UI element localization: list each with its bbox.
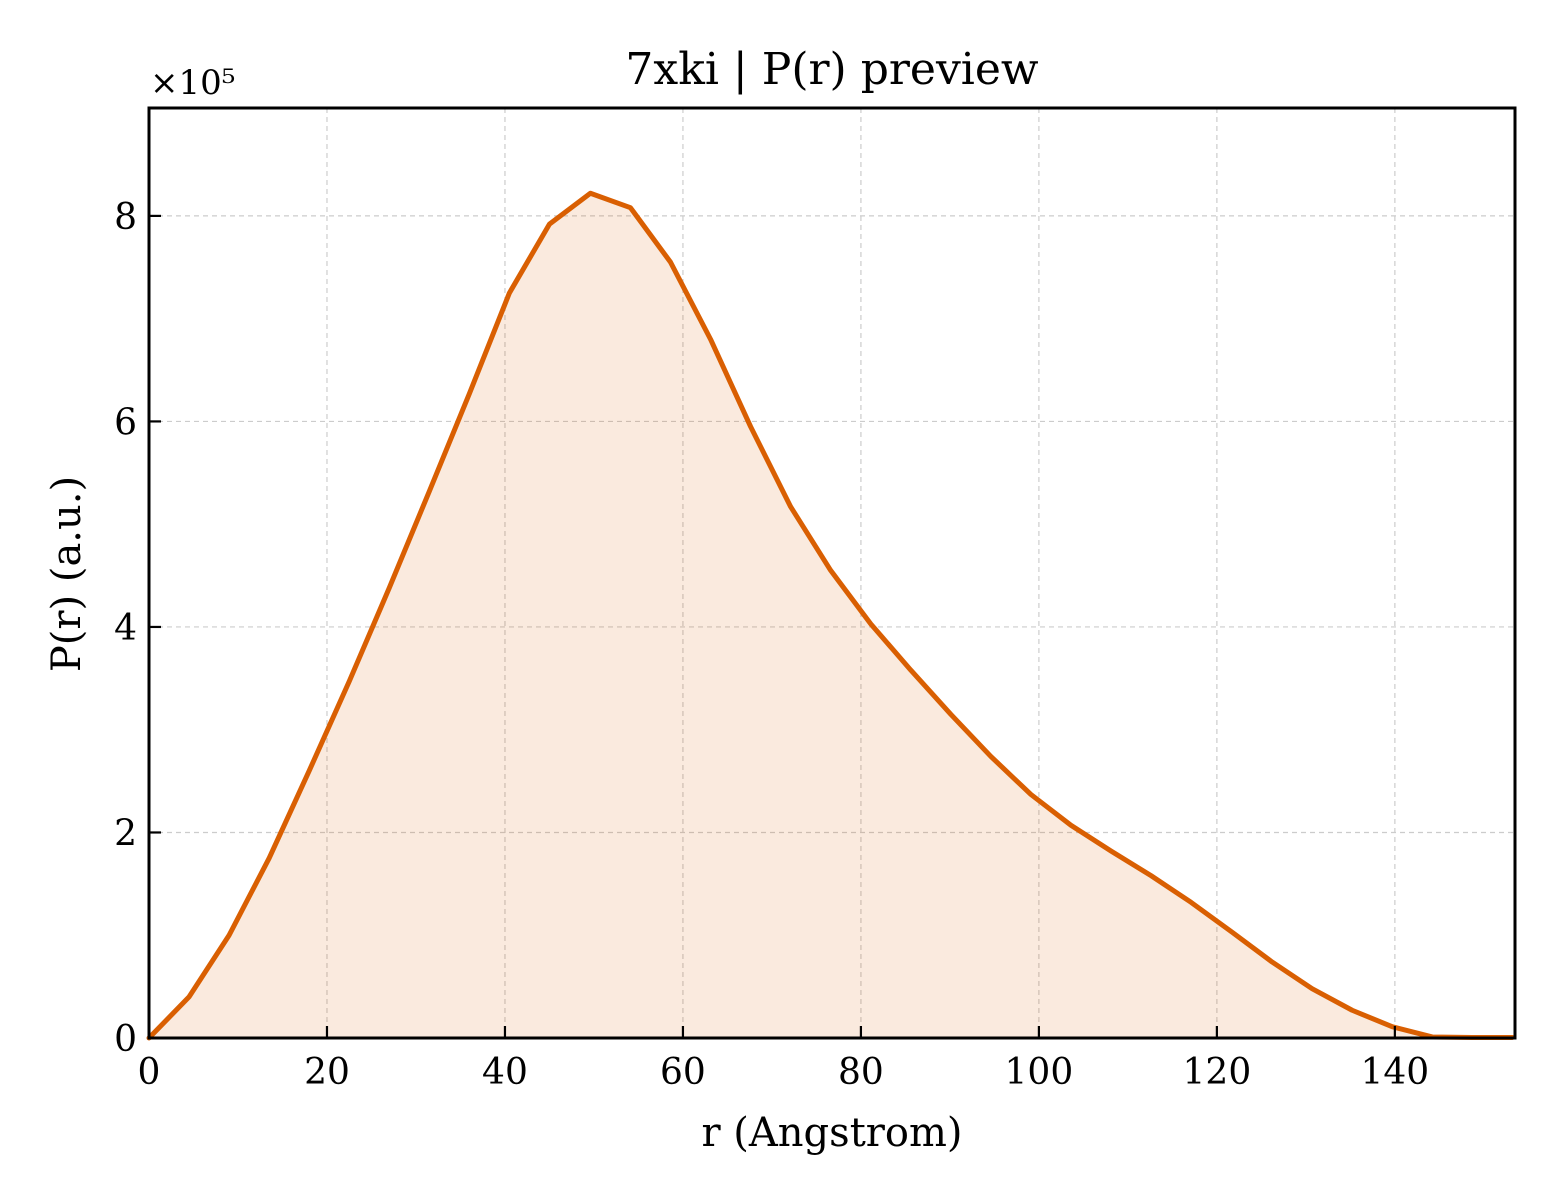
series-line: [146, 190, 1515, 1041]
x-tick-label: 120: [1183, 1052, 1252, 1093]
x-tick-label: 100: [1005, 1052, 1074, 1093]
grid-layer: [149, 108, 1515, 1038]
x-tick-label: 60: [660, 1052, 706, 1093]
x-tick-label: 40: [482, 1052, 528, 1093]
plot-frame: [147, 106, 1517, 1040]
y-multiplier-label: ×10⁵: [150, 63, 235, 103]
y-tick-label: 4: [114, 608, 137, 649]
x-tick-label: 140: [1361, 1052, 1430, 1093]
chart-title: 7xki | P(r) preview: [625, 44, 1039, 95]
data-layer: [146, 190, 1515, 1041]
y-tick-label: 2: [114, 813, 137, 854]
y-axis-title: P(r) (a.u.): [44, 476, 90, 672]
x-axis-title: r (Angstrom): [701, 1110, 962, 1156]
x-tick-label: 20: [304, 1052, 350, 1093]
x-tick-label: 80: [838, 1052, 884, 1093]
x-tick-label: 0: [138, 1052, 161, 1093]
y-tick-label: 0: [114, 1019, 137, 1060]
series-area-fill: [149, 193, 1513, 1039]
tick-layer: 0 20 40 60 80 100 120 140 0 2 4 6 8: [114, 197, 1429, 1093]
y-tick-label: 8: [114, 197, 137, 238]
y-tick-label: 6: [114, 402, 137, 443]
